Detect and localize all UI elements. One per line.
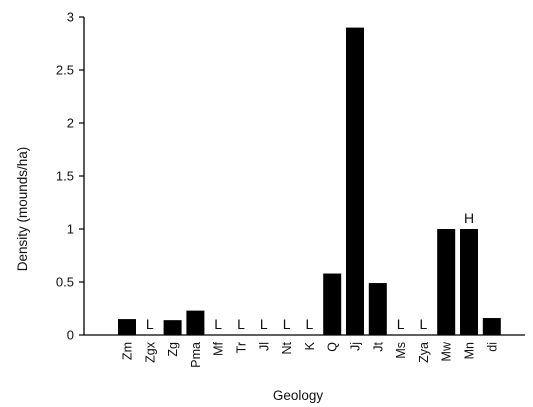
bar-annotation: L xyxy=(237,316,245,332)
y-tick-label: 2.5 xyxy=(56,63,74,78)
x-tick-label: K xyxy=(303,341,317,350)
bar-jj xyxy=(346,27,364,335)
x-axis-tick-labels: Zm Zgx Zg Pma Mf Tr Jl Nt K Q Jj Jt Ms Zya Mw Mn di xyxy=(121,341,500,368)
x-axis-title: Geology xyxy=(273,388,324,403)
bar-di xyxy=(482,318,501,335)
bar-annotation: L xyxy=(146,316,154,332)
x-tick-label: Nt xyxy=(280,341,294,354)
x-tick-label: Tr xyxy=(235,342,249,353)
y-axis-ticks: 0 0.5 1 1.5 2 2.5 3 xyxy=(56,10,84,343)
bar-zm xyxy=(118,319,136,335)
x-tick-label: Mw xyxy=(440,341,454,361)
y-tick-label: 1 xyxy=(67,222,74,237)
x-tick-label: Q xyxy=(326,342,340,352)
x-tick-label: Jl xyxy=(257,342,271,351)
bar-mn xyxy=(460,229,478,335)
x-tick-label: Zg xyxy=(166,342,180,357)
bar-pma xyxy=(186,310,205,335)
x-tick-label: Jj xyxy=(349,342,363,351)
x-tick-label: Ms xyxy=(394,342,408,359)
x-tick-label: Zgx xyxy=(143,341,157,363)
bar-annotation: L xyxy=(306,316,314,332)
x-tick-label: Mn xyxy=(463,342,477,359)
x-tick-label: Mf xyxy=(212,341,226,355)
bar-q xyxy=(323,273,342,335)
bar-annotation: L xyxy=(283,316,291,332)
bars xyxy=(118,27,501,335)
y-tick-label: 3 xyxy=(67,10,74,25)
bar-jt xyxy=(368,283,387,335)
x-tick-label: di xyxy=(485,342,499,352)
bar-annotation: H xyxy=(464,210,474,226)
x-tick-label: Zm xyxy=(121,342,135,360)
y-tick-label: 1.5 xyxy=(56,169,74,184)
y-tick-label: 0 xyxy=(67,328,74,343)
bar-annotation: L xyxy=(420,316,428,332)
bar-annotation: L xyxy=(260,316,268,332)
y-tick-label: 0.5 xyxy=(56,275,74,290)
y-axis-title: Density (mounds/ha) xyxy=(15,147,30,272)
bar-annotations: L L L L L L L LH xyxy=(146,210,474,332)
y-tick-label: 2 xyxy=(67,116,74,131)
x-tick-label: Pma xyxy=(189,342,203,368)
bar-annotation: L xyxy=(397,316,405,332)
bar-annotation: L xyxy=(214,316,222,332)
bar-mw xyxy=(437,229,456,335)
bar-zg xyxy=(163,320,182,335)
x-tick-label: Zya xyxy=(417,342,431,363)
x-tick-label: Jt xyxy=(371,341,385,351)
